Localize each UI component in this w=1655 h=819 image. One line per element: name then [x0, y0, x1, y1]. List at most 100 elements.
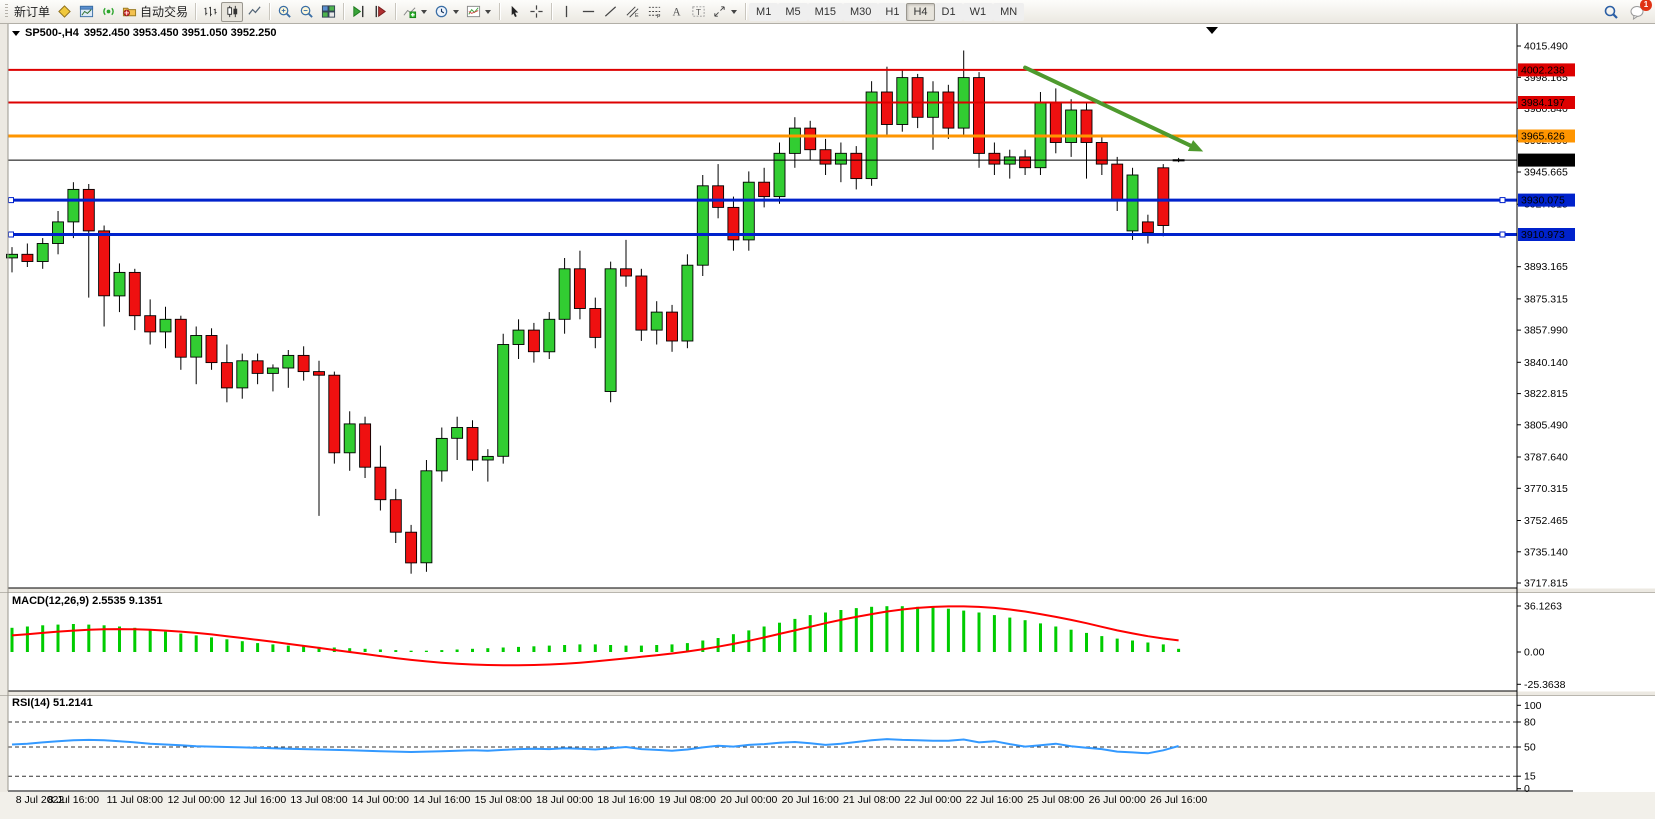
candle	[282, 354, 295, 369]
rsi-name: RSI(14)	[12, 697, 50, 709]
new-order-tag-button[interactable]	[53, 2, 75, 22]
vertical-line-button[interactable]	[555, 2, 577, 22]
price-axis-tick: 3805.490	[1524, 419, 1568, 431]
candle	[359, 423, 372, 468]
candle	[911, 77, 924, 118]
macd-histogram-bar	[655, 645, 659, 652]
timeframe-m30[interactable]: M30	[843, 2, 879, 21]
chart-shift-button[interactable]	[347, 2, 369, 22]
macd-values: 2.5535 9.1351	[92, 595, 163, 607]
auto-scroll-button[interactable]	[369, 2, 391, 22]
indicators-button[interactable]	[399, 2, 431, 22]
line-handle[interactable]	[8, 231, 14, 238]
pane-separator[interactable]	[0, 588, 1655, 593]
macd-histogram-bar	[1131, 640, 1134, 652]
chat-button[interactable]: 1	[1626, 0, 1652, 22]
macd-histogram-bar	[317, 646, 321, 652]
macd-histogram-bar	[808, 615, 812, 652]
text-label-button[interactable]: T	[687, 2, 709, 22]
time-axis-label: 25 Jul 08:00	[1027, 794, 1084, 806]
candle	[804, 127, 817, 151]
timeframe-h4[interactable]: H4	[906, 2, 935, 21]
signals-icon	[101, 4, 116, 19]
equidistant-channel-button[interactable]: E	[621, 2, 643, 22]
line-handle[interactable]	[8, 197, 14, 204]
cursor-button[interactable]	[503, 2, 525, 22]
price-label-text: 3910.973	[1521, 229, 1565, 241]
macd-histogram-bar	[532, 646, 536, 652]
macd-histogram-bar	[1008, 617, 1012, 652]
candle	[220, 362, 233, 389]
candle	[343, 423, 356, 454]
candle	[589, 308, 602, 338]
templates-button[interactable]	[463, 2, 495, 22]
candle	[82, 188, 95, 232]
candle	[128, 271, 141, 317]
chart-window-button[interactable]	[75, 2, 97, 22]
line-handle[interactable]	[1499, 197, 1506, 204]
pane-separator[interactable]	[0, 691, 1655, 696]
time-axis-label: 8 Jul 16:00	[48, 794, 100, 806]
bar-chart-button[interactable]	[199, 2, 221, 22]
rsi-axis-tick: 15	[1524, 771, 1536, 783]
candlestick-chart-button[interactable]	[221, 1, 244, 22]
macd-histogram-bar	[240, 641, 244, 652]
fibonacci-button[interactable]: F	[643, 2, 665, 22]
text-button[interactable]: A	[665, 2, 687, 22]
crosshair-icon	[529, 4, 544, 19]
macd-histogram-bar	[962, 610, 966, 652]
candle	[6, 253, 18, 259]
zoom-in-button[interactable]	[273, 2, 295, 22]
macd-histogram-bar	[394, 650, 398, 652]
clock-icon	[434, 4, 449, 19]
trend-arrow-object[interactable]	[1023, 65, 1197, 150]
price-axis-tick: 3840.140	[1524, 357, 1568, 369]
trendline-button[interactable]	[599, 2, 621, 22]
timeframe-d1[interactable]: D1	[934, 2, 963, 21]
time-axis-label: 15 Jul 08:00	[475, 794, 532, 806]
timeframe-m1[interactable]: M1	[749, 2, 779, 21]
timeframe-h1[interactable]: H1	[878, 2, 907, 21]
macd-histogram-bar	[256, 643, 260, 652]
chart-shift-marker[interactable]	[1206, 27, 1218, 34]
zoom-out-button[interactable]	[295, 2, 317, 22]
candle	[850, 152, 863, 180]
templates-icon	[466, 4, 481, 19]
tile-windows-button[interactable]	[317, 2, 339, 22]
macd-histogram-bar	[1115, 638, 1119, 652]
new-order-button[interactable]: 新订单	[11, 2, 53, 22]
macd-histogram-bar	[225, 639, 229, 652]
candlestick-series	[6, 50, 1185, 574]
signals-button[interactable]	[97, 2, 119, 22]
crosshair-button[interactable]	[525, 2, 547, 22]
horizontal-line-icon	[581, 4, 596, 19]
timeframe-m5[interactable]: M5	[778, 2, 808, 21]
time-axis-label: 14 Jul 16:00	[413, 794, 470, 806]
search-button[interactable]	[1600, 2, 1622, 22]
macd-histogram-bar	[1069, 629, 1073, 652]
macd-histogram-bar	[194, 635, 198, 652]
search-icon	[1603, 4, 1619, 20]
timeframe-mn[interactable]: MN	[993, 2, 1025, 21]
macd-histogram-bar	[593, 644, 597, 652]
macd-histogram-bar	[471, 648, 474, 652]
macd-histogram-bar	[10, 627, 14, 652]
one-click-trading-toggle-icon[interactable]	[12, 30, 20, 36]
price-axis-tick: 3770.315	[1524, 483, 1568, 495]
text-label-icon: T	[691, 4, 706, 19]
macd-histogram-bar	[424, 650, 428, 652]
horizontal-line-button[interactable]	[577, 2, 599, 22]
timeframe-m15[interactable]: M15	[807, 2, 843, 21]
chevron-down-icon	[453, 9, 460, 14]
periods-button[interactable]	[431, 2, 463, 22]
line-chart-button[interactable]	[243, 2, 265, 22]
toolbar-grip[interactable]	[5, 4, 8, 19]
notification-badge: 1	[1640, 0, 1652, 11]
price-label-box	[1518, 129, 1575, 143]
arrows-button[interactable]	[709, 2, 741, 22]
line-handle[interactable]	[1499, 231, 1506, 238]
candle	[374, 466, 387, 501]
auto-trading-button[interactable]: 自动交易	[119, 2, 191, 22]
timeframe-w1[interactable]: W1	[962, 2, 994, 21]
